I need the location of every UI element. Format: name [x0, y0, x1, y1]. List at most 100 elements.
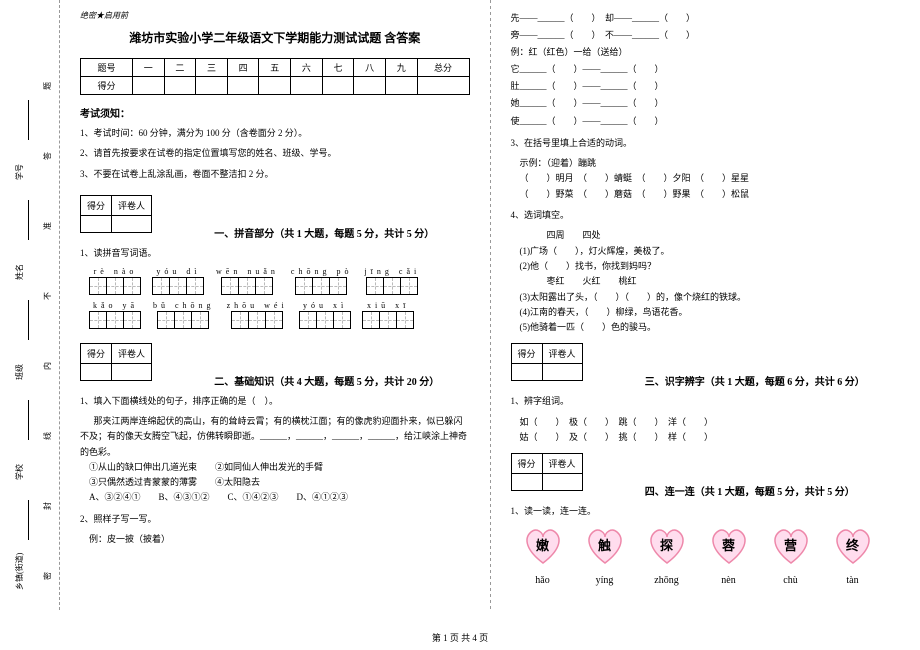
pinyin-block: chōng pò: [291, 267, 353, 297]
q2-2-ex: 例：皮一披（披着）: [89, 532, 470, 547]
page: 乡镇(街道) 学校 班级 姓名 学号 密 封 线 内 不 准 答 题 绝密★启用…: [0, 0, 920, 610]
fill-line: 她______（ ）——______（ ）: [511, 95, 901, 112]
q4-words2: 枣红 火红 桃红: [547, 274, 901, 289]
score-cell: [291, 77, 323, 95]
score-cell: [322, 77, 354, 95]
heart-char: 触: [583, 535, 627, 554]
score-header: 七: [322, 59, 354, 77]
notice-item: 2、请首先按要求在试卷的指定位置填写您的姓名、班级、学号。: [80, 146, 470, 160]
heart-icon: 营: [769, 525, 813, 565]
section-4-title: 四、连一连（共 1 大题，每题 5 分，共计 5 分）: [645, 487, 855, 498]
heart-char: 探: [645, 535, 689, 554]
section-3-title: 三、识字辨字（共 1 大题，每题 6 分，共计 6 分）: [645, 377, 865, 388]
q2-1-opt: A、③②④① B、④③①② C、①④②③ D、④①②③: [89, 490, 470, 505]
section-scorebox: 得分评卷人: [80, 343, 152, 381]
heart-char: 营: [769, 535, 813, 554]
q2-1-intro: 1、填入下面横线处的句子，排序正确的是（ ）。: [80, 394, 470, 408]
fill-line: 例：红（红色）一给（送给）: [511, 44, 901, 61]
gutter-label-id: 学号: [14, 164, 25, 180]
heart-icon: 终: [831, 525, 875, 565]
score-header: 四: [227, 59, 259, 77]
pinyin-block: kǎo yā: [90, 301, 141, 331]
score-header: 三: [196, 59, 228, 77]
pinyin-text: wēn nuǎn: [216, 267, 279, 276]
tian-grid: [90, 311, 141, 329]
q2-2: 2、照样子写一写。: [80, 512, 470, 526]
q3-line: （ ）明月 （ ）蜻蜓 （ ）夕阳 （ ）星星: [520, 171, 901, 186]
gutter-line: [28, 200, 29, 240]
notice-title: 考试须知：: [80, 105, 470, 120]
scorebox-blank: [542, 474, 582, 491]
score-header: 六: [291, 59, 323, 77]
score-header: 八: [354, 59, 386, 77]
tian-grid: [158, 311, 209, 329]
pinyin-text: kǎo yā: [90, 301, 141, 310]
scorebox-score: 得分: [511, 344, 542, 364]
secret-label: 绝密★启用前: [80, 10, 470, 21]
score-table: 题号 一 二 三 四 五 六 七 八 九 总分 得分: [80, 58, 470, 95]
section-scorebox: 得分评卷人: [80, 195, 152, 233]
tian-grid: [232, 311, 283, 329]
table-row: 题号 一 二 三 四 五 六 七 八 九 总分: [81, 59, 470, 77]
score-header: 总分: [417, 59, 469, 77]
seal-mark: 题: [42, 82, 53, 90]
seal-mark: 线: [42, 432, 53, 440]
pinyin-text: rè nào: [90, 267, 141, 276]
tian-grid: [300, 311, 351, 329]
heart-icon: 触: [583, 525, 627, 565]
score-cell: [196, 77, 228, 95]
section-1-title: 一、拼音部分（共 1 大题，每题 5 分，共计 5 分）: [214, 229, 434, 240]
gutter-label-class: 班级: [14, 364, 25, 380]
scorebox-blank: [511, 364, 542, 381]
table-row: 得分: [81, 77, 470, 95]
q1-label: 1、读拼音写词语。: [80, 246, 470, 260]
gutter-line: [28, 400, 29, 440]
s4-q: 1、读一读，连一连。: [511, 504, 901, 518]
scorebox-grader: 评卷人: [112, 196, 152, 216]
score-row-label: 得分: [81, 77, 133, 95]
seal-mark: 不: [42, 292, 53, 300]
pinyin-answer: tàn: [831, 575, 875, 586]
q2-1-opt: ③只偶然透过青蒙蒙的薄雾 ④太阳隐去: [89, 475, 470, 490]
seal-mark: 封: [42, 502, 53, 510]
tian-grid: [153, 277, 204, 295]
tian-grid: [367, 277, 418, 295]
left-column: 绝密★启用前 潍坊市实验小学二年级语文下学期能力测试试题 含答案 题号 一 二 …: [60, 0, 490, 610]
score-cell: [417, 77, 469, 95]
scorebox-blank: [542, 364, 582, 381]
pinyin-text: yóu dì: [153, 267, 204, 276]
q4-item: (3)太阳露出了头，（ ）（ ）的，像个烧红的铁球。: [520, 290, 901, 305]
pinyin-text: yóu xì: [300, 301, 351, 310]
scorebox-blank: [112, 216, 152, 233]
seal-mark: 准: [42, 222, 53, 230]
pinyin-text: xiū xī: [363, 301, 414, 310]
heart-icon: 蓉: [707, 525, 751, 565]
score-header: 二: [164, 59, 196, 77]
score-cell: [164, 77, 196, 95]
heart-icon: 探: [645, 525, 689, 565]
q3-ex: 示例：（迎着）蹦跳: [520, 156, 901, 171]
q3-line: （ ）野菜 （ ）蘑菇 （ ）野果 （ ）松鼠: [520, 187, 901, 202]
gutter-line: [28, 300, 29, 340]
pinyin-text: zhōu wéi: [227, 301, 288, 310]
gutter-label-school: 学校: [14, 464, 25, 480]
pinyin-row-1: rè nào yóu dì wēn nuǎn chōng pò jīng cǎi: [90, 267, 470, 297]
notice-item: 1、考试时间：60 分钟，满分为 100 分（含卷面分 2 分）。: [80, 126, 470, 140]
pinyin-answer: yíng: [583, 575, 627, 586]
q2-1-opt: ①从山的缺口伸出几道光束 ②如同仙人伸出发光的手臂: [89, 460, 470, 475]
score-cell: [385, 77, 417, 95]
tian-grid: [90, 277, 141, 295]
tian-grid: [222, 277, 273, 295]
scorebox-blank: [81, 216, 112, 233]
scorebox-blank: [81, 363, 112, 380]
exam-title: 潍坊市实验小学二年级语文下学期能力测试试题 含答案: [80, 29, 470, 46]
pinyin-row-2: kǎo yā bǔ chōng zhōu wéi yóu xì xiū xī: [90, 301, 470, 331]
scorebox-score: 得分: [81, 196, 112, 216]
pinyin-block: rè nào: [90, 267, 141, 297]
tian-grid: [363, 311, 414, 329]
scorebox-blank: [112, 363, 152, 380]
fill-line: 肚______（ ）——______（ ）: [511, 78, 901, 95]
q3-title: 3、在括号里填上合适的动词。: [511, 136, 901, 150]
binding-gutter: 乡镇(街道) 学校 班级 姓名 学号 密 封 线 内 不 准 答 题: [0, 0, 60, 610]
tian-grid: [296, 277, 347, 295]
